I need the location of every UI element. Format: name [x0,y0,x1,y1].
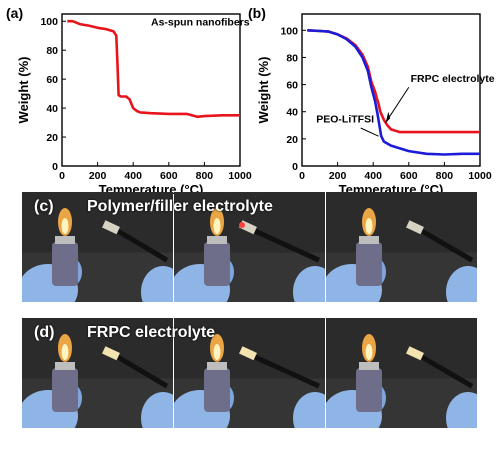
photo-c-3 [326,192,477,302]
tweezers [419,228,474,263]
y-tick-label: 80 [286,52,298,64]
glove-hand-right [446,266,477,302]
lighter-flame-scene [22,192,173,302]
tweezers [252,354,321,389]
x-tick-label: 600 [400,170,418,182]
lighter-body [204,242,230,286]
row-title-c: Polymer/filler electrolyte [87,198,273,215]
photo-d-2 [174,318,325,428]
photo-d-3 [326,318,477,428]
lighter-head [359,362,379,370]
photo-c-2 [174,192,325,302]
arrow-peo [360,127,379,137]
glove-hand-right [446,392,477,428]
lighter-head [207,236,227,244]
y-tick-label: 40 [286,107,298,119]
x-tick-label: 600 [160,170,178,182]
glove-hand-right [293,392,325,428]
flame-test-row-c: (c) Polymer/filler electrolyte [22,192,478,302]
flame-core [61,344,69,360]
lighter-flame-scene [326,318,477,428]
lighter-flame-scene [174,318,325,428]
panel-label-c: (c) [34,198,54,215]
lighter-body [356,242,382,286]
x-tick-label: 200 [329,170,347,182]
flame-core [365,344,373,360]
y-tick-label: 0 [292,161,298,173]
panel-label-d: (d) [34,324,55,341]
photo-c-1 [22,192,173,302]
y-tick-label: 100 [40,16,58,28]
annotation-label: PEO-LiTFSI [316,114,374,126]
chart-b: 0 200 400 600 800 1000 0 20 40 60 80 100 Temperature… [248,5,495,195]
lighter-flame-scene [174,192,325,302]
annotation-label: As-spun nanofibers [151,17,250,29]
tweezers [419,354,474,389]
annotation-label: FRPC electrolyte [411,73,495,85]
flame-core [213,218,221,234]
flame-test-row-d: (d) FRPC electrolyte [22,318,478,428]
y-tick-label: 80 [46,45,58,57]
x-tick-label: 0 [59,170,65,182]
lighter-body [52,242,78,286]
flame-core [213,344,221,360]
plot-frame [61,13,241,167]
glove-hand-right [293,266,325,302]
panel-label: (a) [6,5,23,21]
electrolyte-sample [406,220,424,235]
lighter-body [356,368,382,412]
series-line-as-spun-nanofibers [67,19,240,119]
y-axis-label: Weight (%) [256,57,271,124]
lighter-body [204,368,230,412]
x-tick-label: 800 [196,170,214,182]
flame-core [365,218,373,234]
tweezers [115,354,169,389]
y-tick-label: 60 [286,80,298,92]
photo-d-1 [22,318,173,428]
x-tick-label: 1000 [228,170,252,182]
lighter-body [52,368,78,412]
y-tick-label: 20 [286,134,298,146]
flame-core [61,218,69,234]
x-tick-label: 400 [124,170,142,182]
glove-hand-right [141,392,173,428]
y-tick-label: 40 [46,103,58,115]
lighter-head [207,362,227,370]
lighter-head [55,362,75,370]
y-tick-label: 20 [46,132,58,144]
tweezers [252,228,321,263]
y-tick-label: 100 [280,25,298,37]
plot-frame [301,13,481,167]
glove-hand-right [141,266,173,302]
series-line-peo-litfsi [307,29,480,156]
row-title-d: FRPC electrolyte [87,324,216,341]
burning-spot [239,222,245,228]
electrolyte-sample [239,346,257,361]
x-tick-label: 400 [364,170,382,182]
x-axis-label: Temperature (°C) [99,182,204,195]
lighter-flame-scene [326,192,477,302]
lighter-head [359,236,379,244]
chart-a: 0 200 400 600 800 1000 0 20 40 60 80 100 Temperature… [6,5,252,195]
electrolyte-sample [102,220,120,235]
x-tick-label: 0 [299,170,305,182]
x-tick-label: 800 [436,170,454,182]
electrolyte-sample [406,346,424,361]
tweezers [115,228,169,263]
electrolyte-sample [102,346,120,361]
y-axis-label: Weight (%) [16,57,31,124]
lighter-flame-scene [22,318,173,428]
y-tick-label: 60 [46,74,58,86]
tga-charts: 0 200 400 600 800 1000020406080100Temperature… [6,5,495,195]
arrow-head [385,111,391,123]
lighter-head [55,236,75,244]
x-tick-label: 1000 [468,170,492,182]
y-tick-label: 0 [52,161,58,173]
panel-label: (b) [248,5,266,21]
x-tick-label: 200 [89,170,107,182]
x-axis-label: Temperature (°C) [339,182,444,195]
